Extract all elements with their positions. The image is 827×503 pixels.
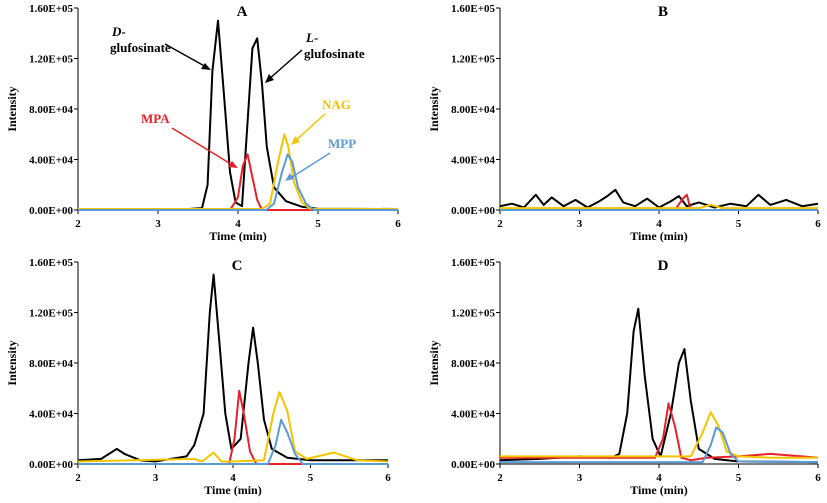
y-tick-label: 8.00E+04	[451, 104, 495, 116]
x-axis-label: Time (min)	[630, 483, 687, 497]
x-tick-label: 5	[315, 218, 321, 230]
x-tick-label: 6	[385, 472, 391, 484]
annotation-l-glufosinate-line1: L-	[305, 30, 318, 45]
x-tick-label: 5	[736, 218, 742, 230]
series-black-line	[499, 307, 819, 464]
y-tick-label: 0.00E+00	[29, 205, 73, 217]
series-black-line	[499, 188, 819, 209]
x-tick-label: 3	[577, 218, 583, 230]
annotation-prefix: L	[305, 30, 314, 45]
y-tick-label: 4.00E+04	[29, 409, 73, 421]
y-tick-label: 1.20E+05	[29, 54, 73, 66]
y-tick-label: 8.00E+04	[451, 358, 495, 370]
panel-title: D	[658, 258, 669, 274]
series-red-line	[500, 402, 819, 462]
annotation-prefix: D	[111, 24, 122, 39]
x-tick-label: 5	[736, 472, 742, 484]
series-red-line	[78, 153, 398, 211]
series-yellow-line	[500, 411, 818, 459]
y-tick-label: 1.60E+05	[451, 257, 495, 269]
series-yellow-line	[77, 391, 389, 463]
x-axis-label: Time (min)	[630, 229, 687, 243]
x-tick-label: 2	[497, 472, 503, 484]
annotation-arrow	[288, 152, 331, 180]
x-tick-label: 3	[153, 472, 159, 484]
x-tick-label: 4	[656, 472, 662, 484]
annotation-arrow	[267, 49, 303, 81]
series-blue-line	[78, 153, 398, 211]
x-axis-label: Time (min)	[204, 483, 261, 497]
panel-title: B	[658, 4, 668, 20]
x-tick-label: 2	[497, 218, 503, 230]
panel-c: 0.00E+00 4.00E+04 8.00E+04 1.20E+05 1.60E+05…	[5, 257, 391, 497]
y-tick-label: 8.00E+04	[29, 358, 73, 370]
x-tick-label: 6	[815, 472, 821, 484]
annotation-hyphen: -	[314, 30, 318, 45]
annotation-d-glufosinate-line2: glufosinate	[110, 40, 171, 55]
y-tick-label: 1.60E+05	[451, 3, 495, 15]
panel-d: 0.00E+00 4.00E+04 8.00E+04 1.20E+05 1.60E+05…	[427, 257, 821, 497]
arrowhead-icon	[291, 136, 300, 145]
series-yellow-line	[78, 133, 399, 210]
annotation-arrow	[164, 43, 209, 69]
annotation-l-glufosinate-line2: glufosinate	[304, 46, 365, 61]
x-tick-label: 3	[155, 218, 161, 230]
x-tick-label: 5	[308, 472, 314, 484]
x-tick-label: 4	[235, 218, 241, 230]
y-tick-label: 0.00E+00	[29, 459, 73, 471]
y-tick-label: 0.00E+00	[451, 459, 495, 471]
series-blue-line	[500, 426, 819, 464]
panel-title: A	[237, 4, 248, 20]
y-tick-label: 1.20E+05	[451, 54, 495, 66]
panel-title: C	[232, 258, 243, 274]
x-tick-label: 6	[395, 218, 401, 230]
y-tick-label: 8.00E+04	[29, 104, 73, 116]
x-tick-label: 2	[75, 218, 81, 230]
series-black-line	[77, 273, 388, 463]
series-yellow-line	[500, 203, 818, 210]
arrowhead-icon	[285, 173, 294, 181]
annotation-arrow	[171, 127, 235, 167]
y-tick-label: 4.00E+04	[29, 155, 73, 167]
annotation-mpp: MPP	[328, 136, 356, 151]
y-axis-label: Intensity	[427, 340, 441, 385]
annotation-hyphen: -	[121, 24, 125, 39]
annotation-arrow	[293, 113, 326, 143]
x-tick-label: 2	[75, 472, 81, 484]
y-tick-label: 1.60E+05	[29, 3, 73, 15]
y-tick-label: 0.00E+00	[451, 205, 495, 217]
y-tick-label: 4.00E+04	[451, 409, 495, 421]
y-axis-label: Intensity	[427, 86, 441, 131]
panel-a: 0.00E+00 4.00E+04 8.00E+04 1.20E+05 1.60E+05…	[5, 3, 401, 243]
y-axis-label: Intensity	[5, 340, 19, 385]
series-black-line	[78, 19, 399, 210]
series-red-line	[78, 389, 388, 465]
panel-b: 0.00E+00 4.00E+04 8.00E+04 1.20E+05 1.60E+05…	[427, 3, 821, 243]
x-tick-label: 3	[577, 472, 583, 484]
annotation-nag: NAG	[322, 97, 351, 112]
arrowhead-icon	[228, 161, 238, 168]
arrowhead-icon	[265, 74, 274, 83]
arrowhead-icon	[201, 63, 211, 70]
x-tick-label: 4	[230, 472, 236, 484]
x-tick-label: 4	[656, 218, 662, 230]
y-tick-label: 4.00E+04	[451, 155, 495, 167]
x-tick-label: 6	[815, 218, 821, 230]
y-tick-label: 1.20E+05	[29, 308, 73, 320]
x-axis-label: Time (min)	[209, 229, 266, 243]
y-tick-label: 1.60E+05	[29, 257, 73, 269]
annotation-d-glufosinate-line1: D-	[111, 24, 126, 39]
y-axis-label: Intensity	[5, 86, 19, 131]
series-blue-line	[78, 418, 388, 465]
y-tick-label: 1.20E+05	[451, 308, 495, 320]
annotation-mpa: MPA	[141, 111, 170, 126]
